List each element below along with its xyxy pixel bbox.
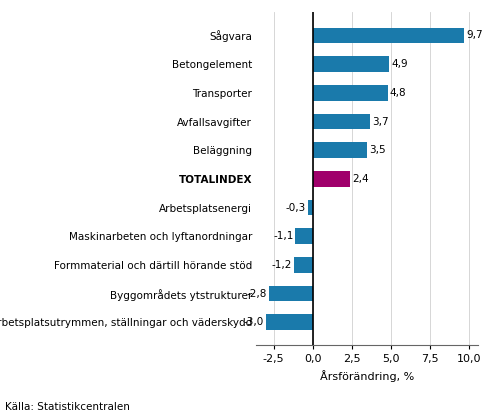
Bar [269, 286, 313, 302]
Text: -1,1: -1,1 [273, 231, 293, 241]
Bar [313, 142, 367, 158]
Text: -3,0: -3,0 [244, 317, 264, 327]
Text: -2,8: -2,8 [246, 289, 267, 299]
Bar [313, 27, 464, 43]
Text: 3,7: 3,7 [372, 116, 389, 126]
Text: 9,7: 9,7 [466, 30, 483, 40]
Bar [266, 314, 313, 330]
Bar [294, 257, 313, 273]
Text: 4,9: 4,9 [391, 59, 408, 69]
Text: -0,3: -0,3 [286, 203, 306, 213]
Text: -1,2: -1,2 [272, 260, 292, 270]
Bar [295, 228, 313, 244]
Text: 2,4: 2,4 [352, 174, 369, 184]
Text: Källa: Statistikcentralen: Källa: Statistikcentralen [5, 402, 130, 412]
Text: 4,8: 4,8 [389, 88, 406, 98]
Bar [313, 171, 350, 187]
Bar [313, 85, 387, 101]
Bar [313, 56, 389, 72]
Bar [308, 200, 313, 215]
Text: 3,5: 3,5 [369, 145, 386, 155]
X-axis label: Årsförändring, %: Årsförändring, % [320, 370, 415, 382]
Bar [313, 114, 370, 129]
